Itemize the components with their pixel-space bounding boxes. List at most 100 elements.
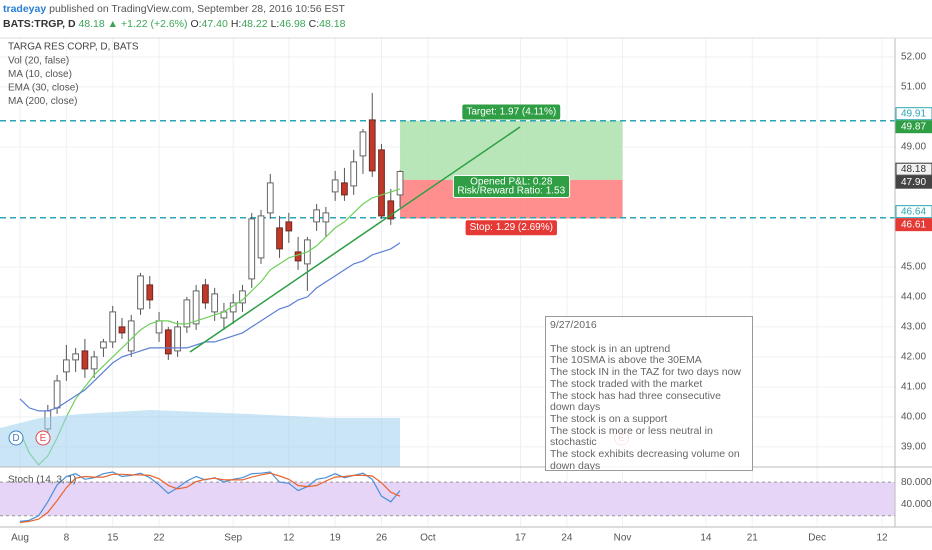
candle-body [155,320,163,334]
note-line: The stock IN in the TAZ for two days now [550,366,742,379]
ohlc-key: O: [190,18,202,30]
note-line: The stock is more or less neutral in sto… [550,424,713,449]
ohlc-value: 48.22 [241,18,268,30]
candle-body [359,131,367,157]
candle-body [285,221,293,232]
trendline[interactable] [189,126,521,353]
note[interactable]: 9/27/2016 The stock is in an uptrend The 1… [545,316,753,471]
publish-line: tradeyay published on TradingView.com, S… [3,2,348,17]
stoch-label: Stoch (14, 3, 1) [8,475,76,486]
author[interactable]: tradeyay [3,3,47,15]
indicator-label: Vol (20, false) [8,56,69,67]
candle-body [276,227,283,250]
indicator-label: EMA (30, close) [8,83,79,94]
price-marker-label: 49.87 [901,121,926,132]
x-tick-label: 26 [376,533,388,544]
candle-body [248,218,256,280]
candle-body [53,380,61,409]
candle-body [137,275,144,310]
y-tick-label: 44.00 [901,292,926,303]
y-tick-label: 40.00 [901,412,926,423]
candle-body [341,182,348,196]
x-tick-label: Dec [808,533,826,544]
candle-body [100,341,107,349]
candle-body [322,212,330,223]
candle-body [202,284,209,304]
y-tick-label: 42.00 [901,352,926,363]
candle-body [81,350,89,370]
ohlc-key: C: [308,18,320,30]
candle-body [192,290,200,325]
indicator-label: MA (10, close) [8,69,72,80]
x-tick-label: 12 [876,533,888,544]
candle-body [62,359,70,373]
candle-body [331,179,339,193]
chart-title: TARGA RES CORP, D, BATS [8,42,139,53]
change: ▲ +1.22 (+2.6%) [107,18,188,30]
note-line: The stock is on a support [550,412,668,425]
price-marker [895,218,932,232]
x-tick-label: Oct [420,533,436,544]
target-label-bg [462,104,561,120]
x-tick-label: 24 [561,533,573,544]
pnl-info-text: Risk/Reward Ratio: 1.53 [457,186,565,197]
candle-body [387,200,395,220]
x-tick-label: 22 [153,533,165,544]
price-marker [895,162,932,176]
x-tick-label: 12 [283,533,295,544]
y-tick-label: 41.00 [901,382,926,393]
y-tick-label: 43.00 [901,322,926,333]
ohlc: O:47.40 H:48.22 L:46.98 C:48.18 [190,18,348,30]
note-line: The 10SMA is above the 30EMA [550,354,702,367]
ma-line [19,242,401,412]
price-marker [895,107,932,121]
stop-label-bg [465,220,557,236]
price-marker-label: 49.91 [901,108,926,119]
stoch-tick-label: 40.0000 [901,499,932,510]
x-tick-label: 15 [107,533,119,544]
candle-body [378,149,385,217]
y-tick-label: 51.00 [901,82,926,93]
event-marker [8,430,24,446]
target-label: Target: 1.97 (4.11%) [466,106,556,117]
x-tick-label: Aug [11,533,29,544]
event-label: E [40,433,47,444]
x-tick-label: Sep [224,533,242,544]
candle-body [183,299,191,328]
note-line: The stock is in an uptrend [550,342,671,355]
stoch-tick-label: 80.0000 [901,477,932,488]
note-line: The stock has had three consecutive down… [550,389,722,414]
plot [0,38,895,527]
price-marker [895,205,932,219]
ma-line [19,188,401,466]
x-tick-label: 21 [747,533,759,544]
candle-body [109,311,117,343]
stoch-band [0,482,895,516]
price-marker [895,120,932,134]
note-line: The stock traded with the market [550,377,703,390]
price-marker-label: 46.64 [901,206,926,217]
price-marker-label: 48.18 [901,164,926,175]
candle-body [257,215,265,259]
stoch-d [19,472,401,524]
candle-body [313,209,320,223]
ohlc-key: L: [270,18,280,30]
y-tick-label: 39.00 [901,442,926,453]
note-line: 9/27/2016 [550,319,597,331]
candle-body [174,326,181,352]
candle-body [294,251,302,262]
header: tradeyay published on TradingView.com, S… [3,2,348,32]
y-tick-label: 49.00 [901,142,926,153]
event-label: D [12,433,19,444]
candle-body [350,161,358,187]
x-tick-label: 14 [700,533,712,544]
candle-body [266,182,274,214]
ohlc-key: H: [230,18,242,30]
candle-body [127,320,135,352]
x-tick-label: 19 [330,533,342,544]
candle-body [72,353,80,361]
y-tick-label: 45.00 [901,262,926,273]
price-marker-label: 47.90 [901,177,926,188]
